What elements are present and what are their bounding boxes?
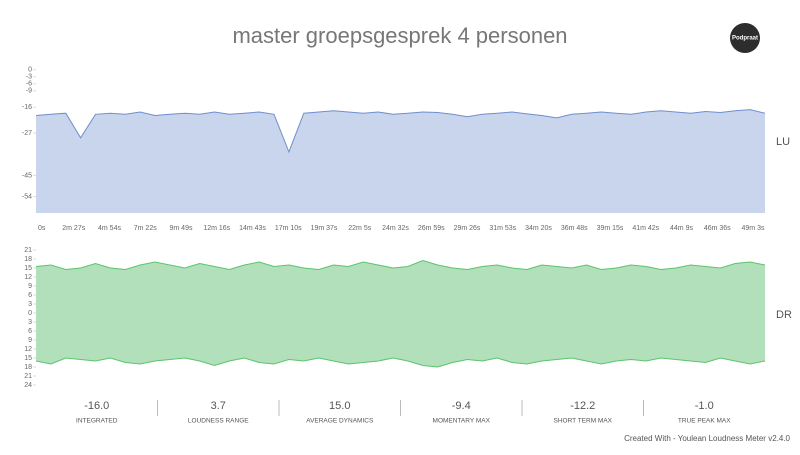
logo-text: Podpraat [732, 36, 758, 42]
x-tick-label: 44m 9s [670, 225, 693, 232]
footer: Created With - Youlean Loudness Meter v2… [624, 434, 790, 443]
y-tick-label: -16 [22, 104, 32, 111]
x-tick-label: 12m 16s [203, 225, 230, 232]
loudness-line [35, 109, 766, 154]
y-tick-label: 9 [28, 283, 32, 290]
x-tick-label: 14m 43s [239, 225, 266, 232]
y-tick-label: 24 [24, 382, 32, 389]
y-tick-label: 3 [28, 319, 32, 326]
x-tick-label: 19m 37s [311, 225, 338, 232]
y-tick-label: 6 [28, 292, 32, 299]
y-tick-label: 21 [24, 373, 32, 380]
y-tick-label: -6 [26, 81, 32, 88]
x-tick-label: 49m 3s [742, 225, 765, 232]
y-tick-label: 12 [24, 274, 32, 281]
stat-label: LOUDNESS RANGE [188, 418, 249, 425]
y-tick-label: 0 [28, 67, 32, 74]
stat-label: INTEGRATED [76, 418, 118, 425]
x-tick-label: 4m 54s [98, 225, 121, 232]
y-tick-label: 0 [28, 310, 32, 317]
x-tick-label: 24m 32s [382, 225, 409, 232]
y-tick-label: -3 [26, 74, 32, 81]
stat-label: TRUE PEAK MAX [678, 418, 731, 425]
stat-value: -16.0 [84, 400, 109, 412]
y-tick-label: 15 [24, 265, 32, 272]
logo [730, 23, 760, 53]
y-tick-label: 3 [28, 301, 32, 308]
y-tick-label: -9 [26, 88, 32, 95]
stat-value: -1.0 [695, 400, 714, 412]
x-tick-label: 26m 59s [418, 225, 445, 232]
stat-label: MOMENTARY MAX [433, 418, 491, 425]
stat-label: SHORT TERM MAX [553, 418, 612, 425]
stat-value: -12.2 [570, 400, 595, 412]
y-tick-label: -45 [22, 172, 32, 179]
x-tick-label: 31m 53s [489, 225, 516, 232]
y-tick-label: -54 [22, 193, 32, 200]
x-tick-label: 9m 49s [170, 225, 193, 232]
report-title: master groepsgesprek 4 personen [232, 23, 567, 48]
y-tick-label: 9 [28, 337, 32, 344]
stat-value: -9.4 [452, 400, 471, 412]
y-tick-label: -27 [22, 130, 32, 137]
x-tick-label: 34m 20s [525, 225, 552, 232]
y-tick-label: 21 [24, 247, 32, 254]
x-tick-label: 41m 42s [632, 225, 659, 232]
dynamics-lower [35, 357, 766, 368]
y-tick-label: 15 [24, 355, 32, 362]
x-tick-label: 39m 15s [597, 225, 624, 232]
y-tick-label: 6 [28, 328, 32, 335]
x-tick-label: 2m 27s [62, 225, 85, 232]
side-label: LU [776, 136, 790, 148]
stat-value: 3.7 [211, 400, 226, 412]
dynamics-band [36, 260, 765, 367]
x-tick-label: 46m 36s [704, 225, 731, 232]
stat-label: AVERAGE DYNAMICS [306, 418, 374, 425]
y-tick-label: 18 [24, 364, 32, 371]
y-tick-label: 12 [24, 346, 32, 353]
x-tick-label: 36m 48s [561, 225, 588, 232]
dynamics-upper [35, 259, 766, 271]
side-label: DR [776, 309, 792, 321]
x-tick-label: 7m 22s [134, 225, 157, 232]
x-tick-label: 17m 10s [275, 225, 302, 232]
x-tick-label: 29m 26s [454, 225, 481, 232]
y-tick-label: 18 [24, 256, 32, 263]
stat-value: 15.0 [329, 400, 350, 412]
x-tick-label: 0s [38, 225, 46, 232]
x-tick-label: 22m 5s [348, 225, 371, 232]
loudness-area [36, 109, 765, 213]
